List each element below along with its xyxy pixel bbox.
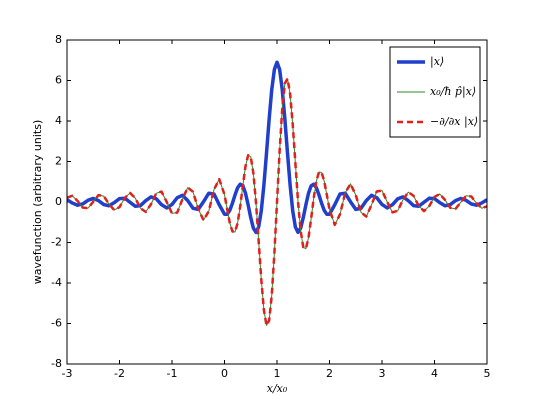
x-tick-label: 5	[484, 367, 491, 380]
y-tick-label: 2	[55, 155, 62, 168]
legend-label: |x⟩	[430, 55, 444, 69]
x-axis-label: x/x₀	[267, 382, 288, 395]
y-tick-label: 4	[55, 114, 62, 127]
y-tick-label: -8	[51, 357, 62, 370]
y-tick-label: 0	[55, 195, 62, 208]
x-tick-label: 3	[379, 367, 386, 380]
x-tick-label: -2	[114, 367, 125, 380]
x-tick-label: -3	[62, 367, 73, 380]
y-tick-label: 8	[55, 33, 62, 46]
legend-label: x₀/ħ p̂|x⟩	[430, 85, 476, 99]
data-line	[67, 77, 487, 327]
x-tick-label: 0	[221, 367, 228, 380]
x-tick-label: 2	[326, 367, 333, 380]
y-tick-label: -2	[51, 236, 62, 249]
x-tick-label: -1	[167, 367, 178, 380]
y-axis-label: wavefunction (arbitrary units)	[31, 120, 44, 284]
x-tick-label: 1	[274, 367, 281, 380]
legend-label: −∂/∂x |x⟩	[430, 115, 478, 129]
y-tick-label: -4	[51, 276, 62, 289]
y-tick-label: -6	[51, 317, 62, 330]
y-tick-label: 6	[55, 74, 62, 87]
plot-frame	[66, 39, 488, 365]
x-tick-label: 4	[431, 367, 438, 380]
